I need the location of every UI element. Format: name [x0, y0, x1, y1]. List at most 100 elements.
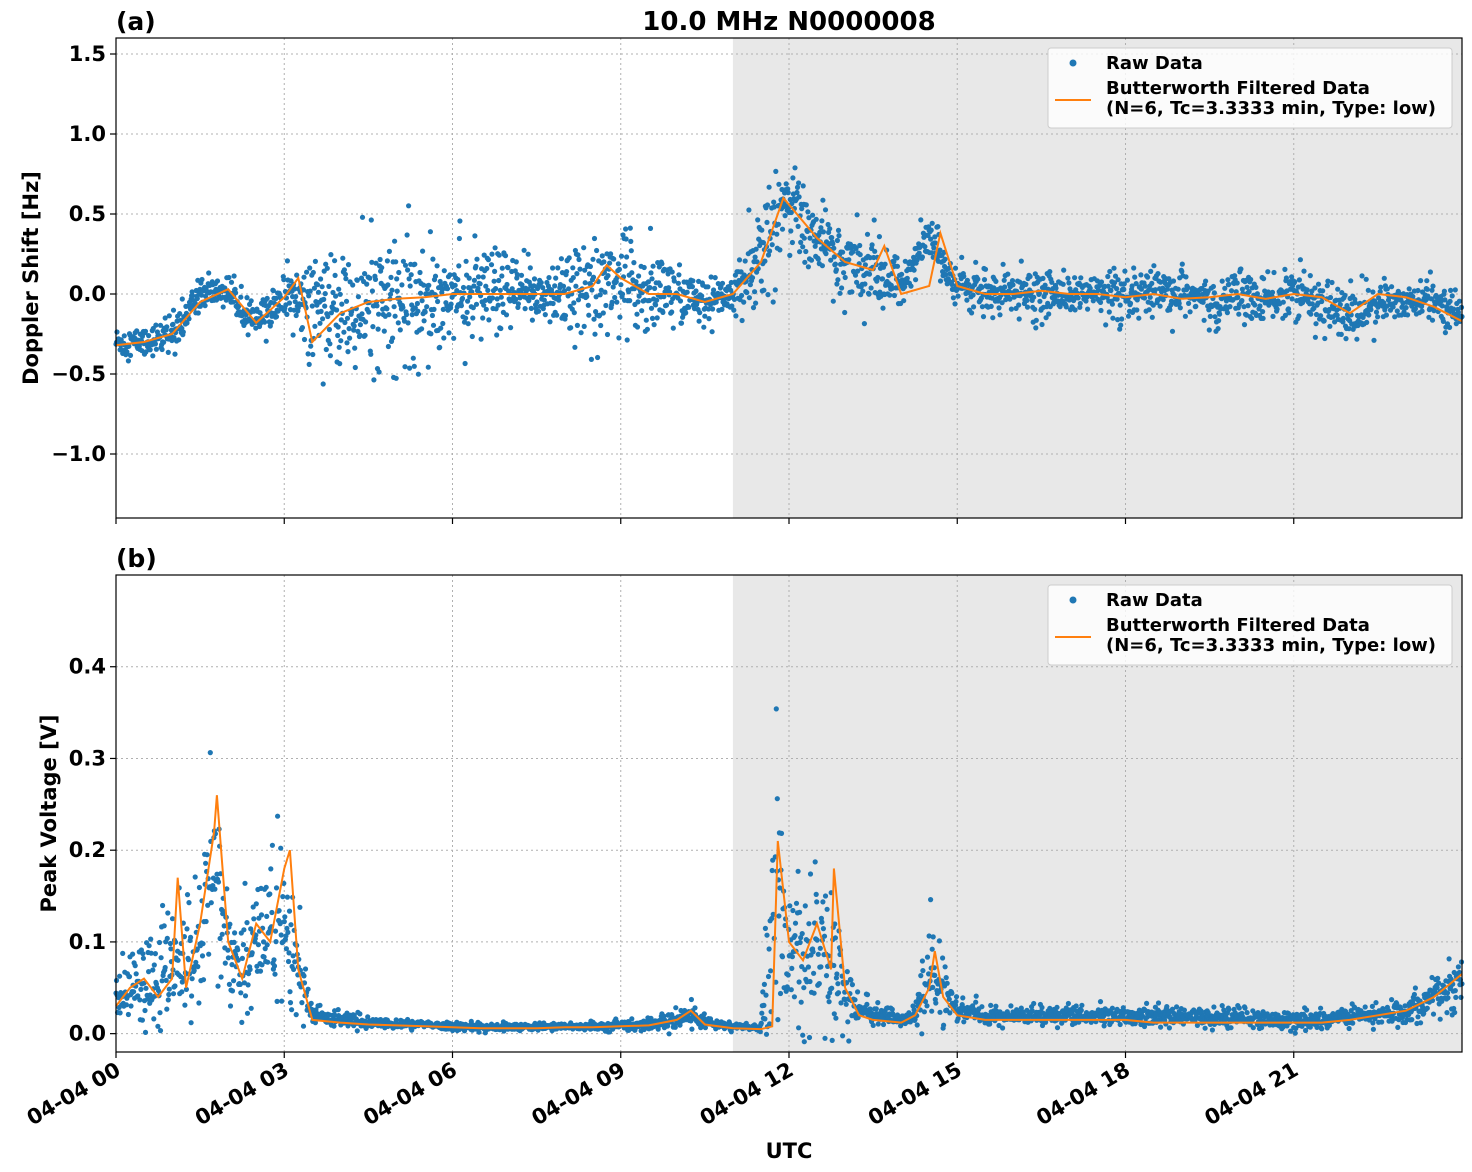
raw-data-point — [247, 966, 253, 973]
raw-data-point — [761, 287, 767, 293]
raw-data-point — [1233, 289, 1239, 295]
raw-data-point — [272, 971, 278, 977]
raw-data-point — [1072, 275, 1078, 281]
raw-data-point — [629, 1016, 635, 1022]
raw-data-point — [1106, 309, 1112, 315]
raw-data-point — [189, 289, 195, 295]
raw-data-point — [393, 375, 399, 381]
raw-data-point — [693, 288, 699, 294]
raw-data-point — [1260, 315, 1266, 321]
raw-data-point — [562, 313, 569, 319]
raw-data-point — [341, 267, 347, 273]
raw-data-point — [839, 285, 845, 291]
raw-data-point — [394, 276, 400, 282]
raw-data-point — [1217, 311, 1223, 317]
raw-data-point — [928, 227, 934, 233]
raw-data-point — [814, 937, 820, 943]
raw-data-point — [354, 1028, 360, 1034]
raw-data-point — [702, 313, 708, 319]
raw-data-point — [767, 248, 773, 254]
raw-data-point — [988, 303, 994, 309]
raw-data-point — [652, 285, 658, 291]
raw-data-point — [264, 942, 270, 948]
raw-data-point — [796, 180, 802, 186]
raw-data-point — [504, 281, 510, 288]
raw-data-point — [492, 245, 498, 251]
raw-data-point — [1065, 275, 1071, 281]
raw-data-point — [616, 266, 623, 272]
raw-data-point — [528, 305, 534, 311]
raw-data-point — [1377, 289, 1383, 295]
raw-data-point — [805, 264, 812, 270]
raw-data-point — [474, 256, 480, 262]
raw-data-point — [1232, 273, 1238, 279]
raw-data-point — [829, 1037, 835, 1043]
raw-data-point — [251, 916, 257, 922]
raw-data-point — [146, 943, 152, 949]
raw-data-point — [138, 986, 144, 993]
raw-data-point — [598, 322, 604, 329]
raw-data-point — [762, 258, 768, 264]
raw-data-point — [824, 906, 830, 912]
raw-data-point — [420, 248, 426, 254]
raw-data-point — [509, 286, 515, 292]
raw-data-point — [747, 282, 754, 288]
raw-data-point — [485, 257, 491, 263]
raw-data-point — [1105, 283, 1111, 289]
raw-data-point — [1442, 330, 1448, 336]
raw-data-point — [813, 216, 819, 222]
raw-data-point — [654, 297, 660, 303]
raw-data-point — [1366, 312, 1372, 318]
raw-data-point — [817, 945, 823, 951]
raw-data-point — [805, 209, 811, 215]
raw-data-point — [257, 968, 264, 974]
raw-data-point — [337, 361, 343, 367]
raw-data-point — [918, 217, 924, 223]
raw-data-point — [204, 852, 210, 858]
raw-data-point — [1249, 315, 1255, 321]
raw-data-point — [376, 311, 382, 317]
raw-data-point — [326, 326, 332, 333]
raw-data-point — [641, 264, 647, 271]
raw-data-point — [750, 305, 757, 311]
raw-data-point — [202, 303, 208, 309]
raw-data-point — [206, 951, 212, 957]
raw-data-point — [284, 894, 290, 900]
raw-data-point — [393, 259, 399, 265]
raw-data-point — [799, 206, 805, 212]
raw-data-point — [268, 319, 274, 325]
raw-data-point — [980, 314, 987, 320]
raw-data-point — [765, 252, 772, 258]
y-tick-label: −1.0 — [51, 442, 106, 466]
raw-data-point — [268, 866, 274, 872]
raw-data-point — [813, 891, 819, 898]
raw-data-point — [1177, 305, 1183, 311]
raw-data-point — [806, 1034, 813, 1041]
raw-data-point — [186, 900, 192, 906]
raw-data-point — [188, 934, 194, 941]
raw-data-point — [460, 284, 467, 291]
raw-data-point — [575, 252, 581, 258]
raw-data-point — [846, 1038, 852, 1044]
raw-data-point — [142, 1029, 149, 1035]
raw-data-point — [463, 258, 469, 264]
raw-data-point — [1241, 322, 1248, 328]
raw-data-point — [834, 281, 840, 287]
raw-data-point — [481, 302, 487, 308]
raw-data-point — [379, 265, 385, 271]
raw-data-point — [153, 322, 159, 328]
raw-data-point — [1037, 298, 1043, 304]
raw-data-point — [1238, 266, 1244, 272]
raw-data-point — [560, 283, 567, 289]
raw-data-point — [399, 282, 405, 288]
raw-data-point — [797, 939, 803, 946]
raw-data-point — [367, 275, 373, 281]
raw-data-point — [546, 275, 552, 281]
raw-data-point — [627, 298, 633, 304]
raw-data-point — [854, 279, 860, 285]
raw-data-point — [1304, 1007, 1310, 1013]
raw-data-point — [1297, 257, 1303, 263]
raw-data-point — [364, 281, 370, 287]
raw-data-point — [192, 300, 198, 306]
raw-data-point — [435, 298, 441, 305]
